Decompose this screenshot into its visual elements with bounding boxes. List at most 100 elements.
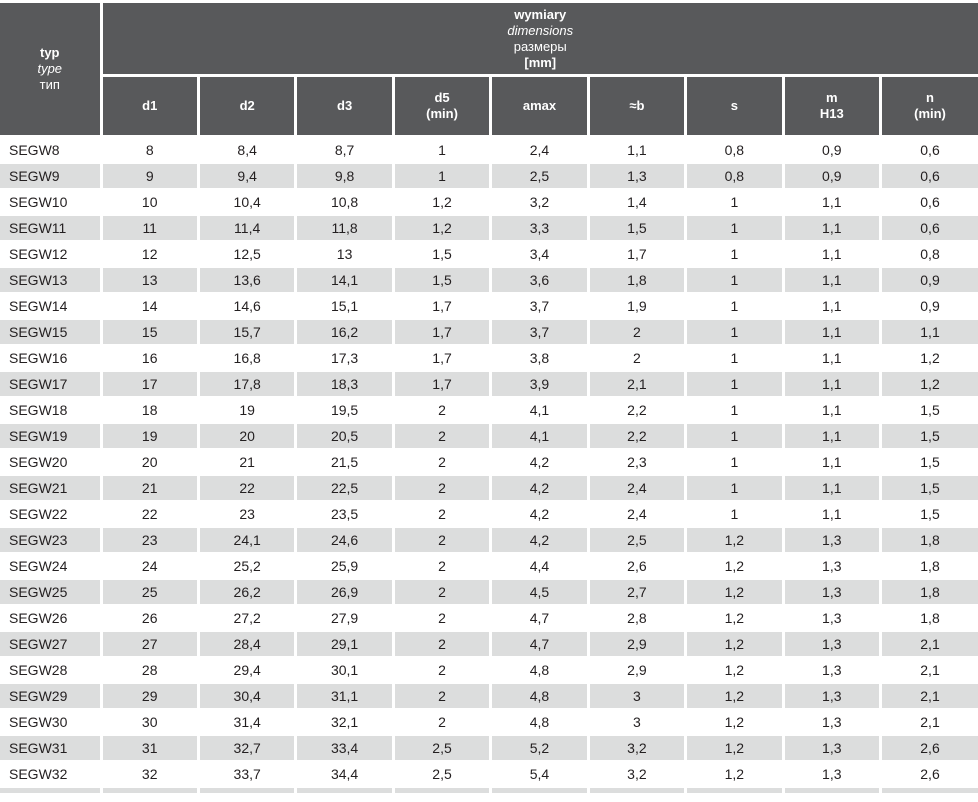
partial-cell: [198, 787, 298, 793]
row-label: SEGW15: [0, 319, 103, 346]
cell-m: 1,3: [783, 761, 883, 788]
col-header-s: s: [684, 74, 785, 138]
cell-d5: 2: [393, 709, 493, 736]
cell-s: 1: [685, 267, 785, 294]
cell-b: 2,2: [588, 397, 688, 424]
cell-b: 2,1: [588, 371, 688, 398]
table-row: SEGW12 12 12,5 13 1,5 3,4 1,7 1 1,1 0,8: [0, 241, 978, 268]
cell-amax: 3,2: [490, 189, 590, 216]
cell-m: 1,1: [783, 397, 883, 424]
cell-m: 1,3: [783, 579, 883, 606]
cell-d3: 29,1: [295, 631, 395, 658]
cell-d5: 1,2: [393, 215, 493, 242]
cell-n: 0,9: [880, 267, 978, 294]
cell-m: 1,3: [783, 553, 883, 580]
cell-m: 1,3: [783, 631, 883, 658]
cell-s: 1,2: [685, 553, 785, 580]
cell-n: 0,6: [880, 215, 978, 242]
cell-d5: 2,5: [393, 735, 493, 762]
cell-n: 2,6: [880, 761, 978, 788]
table-row: SEGW28 28 29,4 30,1 2 4,8 2,9 1,2 1,3 2,1: [0, 657, 978, 684]
table-row: SEGW25 25 26,2 26,9 2 4,5 2,7 1,2 1,3 1,8: [0, 579, 978, 606]
cell-d3: 33,4: [295, 735, 395, 762]
cell-m: 1,1: [783, 267, 883, 294]
cell-d1: 18: [101, 397, 200, 424]
cell-amax: 3,9: [490, 371, 590, 398]
table-row: SEGW15 15 15,7 16,2 1,7 3,7 2 1 1,1 1,1: [0, 319, 978, 346]
cell-b: 3,2: [588, 761, 688, 788]
cell-b: 3: [588, 683, 688, 710]
cell-d3: 11,8: [295, 215, 395, 242]
col-header-m: m H13: [781, 74, 883, 138]
corner-header: typ type тип: [0, 0, 103, 138]
row-label: SEGW27: [0, 631, 103, 658]
cell-s: 1: [685, 475, 785, 502]
cell-amax: 3,7: [490, 293, 590, 320]
cell-b: 1,1: [588, 136, 688, 164]
cell-d5: 2,5: [393, 761, 493, 788]
cell-m: 1,3: [783, 683, 883, 710]
cell-s: 1: [685, 501, 785, 528]
cell-n: 0,8: [880, 241, 978, 268]
table-row: SEGW11 11 11,4 11,8 1,2 3,3 1,5 1 1,1 0,6: [0, 215, 978, 242]
cell-d1: 20: [101, 449, 200, 476]
table-body: SEGW8 8 8,4 8,7 1 2,4 1,1 0,8 0,9 0,6 SEGW9 9 9,4 9,8…: [0, 136, 978, 788]
cell-amax: 3,6: [490, 267, 590, 294]
cell-d2: 11,4: [198, 215, 298, 242]
col-header-b: ≈b: [586, 74, 688, 138]
partial-cell: [101, 787, 200, 793]
cell-d3: 17,3: [295, 345, 395, 372]
cell-d5: 2: [393, 657, 493, 684]
cell-d1: 22: [101, 501, 200, 528]
cell-d3: 14,1: [295, 267, 395, 294]
cell-d5: 2: [393, 423, 493, 450]
cell-d2: 14,6: [198, 293, 298, 320]
cell-b: 1,3: [588, 163, 688, 190]
col-header-d1: d1: [101, 74, 200, 138]
cell-s: 1: [685, 319, 785, 346]
cell-amax: 4,7: [490, 631, 590, 658]
cell-s: 1: [685, 371, 785, 398]
cell-amax: 5,4: [490, 761, 590, 788]
cell-s: 1: [685, 345, 785, 372]
cell-d1: 26: [101, 605, 200, 632]
cell-d5: 2: [393, 631, 493, 658]
cell-amax: 4,5: [490, 579, 590, 606]
table-row: SEGW26 26 27,2 27,9 2 4,7 2,8 1,2 1,3 1,8: [0, 605, 978, 632]
table-row: SEGW32 32 33,7 34,4 2,5 5,4 3,2 1,2 1,3 2,6: [0, 761, 978, 788]
cell-d1: 25: [101, 579, 200, 606]
cell-m: 1,1: [783, 189, 883, 216]
table-row: SEGW24 24 25,2 25,9 2 4,4 2,6 1,2 1,3 1,8: [0, 553, 978, 580]
cell-amax: 4,7: [490, 605, 590, 632]
row-label: SEGW13: [0, 267, 103, 294]
cell-d3: 9,8: [295, 163, 395, 190]
cell-d2: 24,1: [198, 527, 298, 554]
cell-d2: 22: [198, 475, 298, 502]
cell-n: 0,6: [880, 163, 978, 190]
cell-d3: 15,1: [295, 293, 395, 320]
cell-d3: 27,9: [295, 605, 395, 632]
cell-d1: 8: [101, 136, 200, 164]
cell-d1: 11: [101, 215, 200, 242]
cell-d2: 30,4: [198, 683, 298, 710]
cell-b: 2,3: [588, 449, 688, 476]
cell-b: 2,4: [588, 475, 688, 502]
row-label: SEGW31: [0, 735, 103, 762]
group-label-unit: [mm]: [524, 54, 557, 70]
row-label: SEGW29: [0, 683, 103, 710]
cell-d5: 2: [393, 527, 493, 554]
cell-d3: 19,5: [295, 397, 395, 424]
group-label-pl: wymiary: [514, 6, 567, 22]
cell-s: 1,2: [685, 683, 785, 710]
cell-d1: 15: [101, 319, 200, 346]
row-label: SEGW10: [0, 189, 103, 216]
cell-b: 1,9: [588, 293, 688, 320]
cell-n: 0,9: [880, 293, 978, 320]
cell-b: 2,9: [588, 631, 688, 658]
row-label: SEGW17: [0, 371, 103, 398]
cell-amax: 4,8: [490, 657, 590, 684]
table-row: SEGW20 20 21 21,5 2 4,2 2,3 1 1,1 1,5: [0, 449, 978, 476]
cell-n: 1,8: [880, 605, 978, 632]
cell-b: 1,8: [588, 267, 688, 294]
table-row: SEGW19 19 20 20,5 2 4,1 2,2 1 1,1 1,5: [0, 423, 978, 450]
